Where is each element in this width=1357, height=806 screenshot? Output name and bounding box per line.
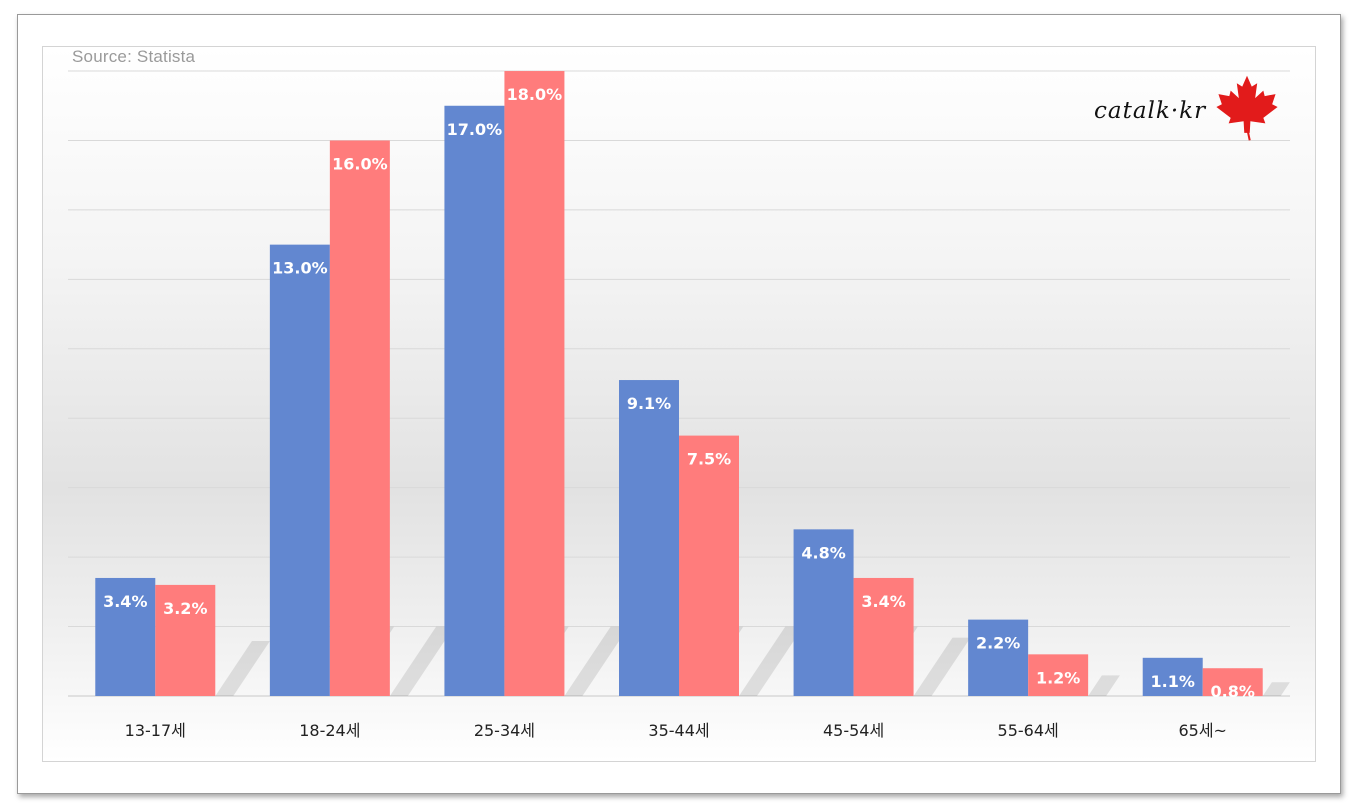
bar [619,380,679,696]
category-label: 55-64세 [998,721,1059,740]
bar [793,529,854,696]
category-label: 25-34세 [474,721,535,740]
data-label: 3.4% [103,592,147,611]
bar-shadow [739,626,804,696]
data-label: 9.1% [627,394,671,413]
data-label: 3.2% [163,599,207,618]
data-label: 2.2% [976,634,1020,653]
data-label: 16.0% [332,154,388,173]
bar [504,71,565,697]
data-label: 7.5% [687,450,731,469]
bar-shadow [913,637,971,696]
bar-shadow [1262,682,1290,696]
data-label: 1.1% [1151,672,1195,691]
bar-shadow [215,641,270,696]
data-label: 4.8% [801,543,845,562]
bar [1028,654,1089,696]
bars [95,71,1263,697]
data-label: 1.2% [1036,668,1080,687]
data-label: 0.8% [1211,682,1255,701]
maple-leaf-icon [1216,75,1278,141]
bar [853,577,914,696]
bar [444,105,505,696]
bar [679,435,739,696]
category-label: 35-44세 [648,721,709,740]
category-label: 45-54세 [823,721,884,740]
bar [1142,657,1203,696]
data-label: 17.0% [447,120,503,139]
data-label: 18.0% [507,85,563,104]
data-label: 3.4% [861,592,905,611]
bar [269,244,330,696]
logo-text: catalk·kr [1094,98,1207,124]
data-labels: 3.4% 3.2% 13.0% 16.0% 17.0%18.0% 9.1% 7.5% 4.8%… [103,85,1255,701]
bar-shadow [1088,675,1120,696]
bar [968,619,1029,696]
bar [1202,668,1263,696]
data-label: 13.0% [272,259,328,278]
bar [155,584,216,696]
bar [329,140,390,697]
category-label: 18-24세 [299,721,360,740]
bar-shadow [564,626,629,696]
source-note: Source: Statista [72,47,196,66]
bar-shadow [389,626,455,696]
category-label: 65세~ [1178,721,1227,740]
bar [95,577,156,696]
category-label: 13-17세 [125,721,186,740]
category-labels: 13-17세 18-24세 25-34세 35-44세 45-54세 55-64세 65세~ [125,721,1227,740]
